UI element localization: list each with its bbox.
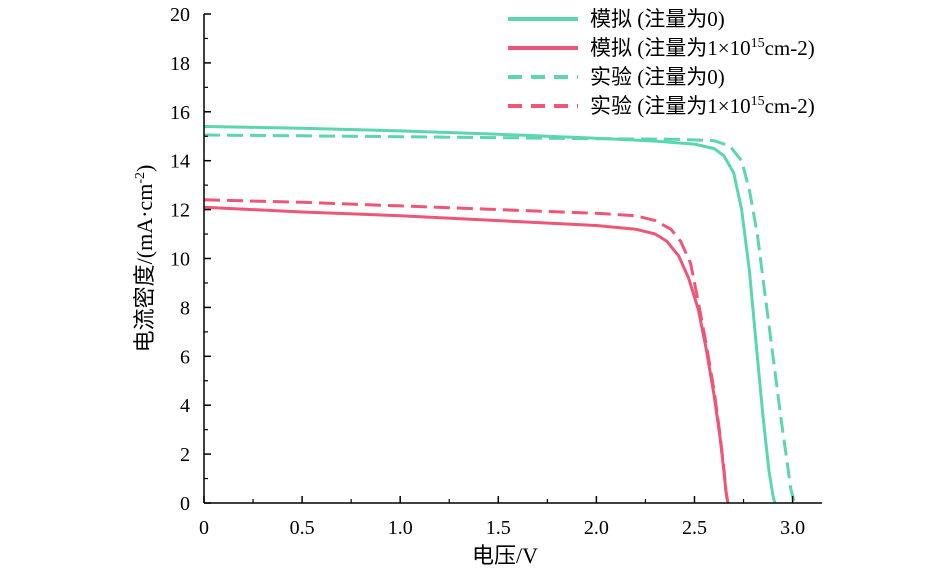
legend-label-text: 模拟 (注量为0) <box>590 7 725 31</box>
y-tick-label: 0 <box>180 493 190 515</box>
x-axis-title: 电压/V <box>472 543 538 568</box>
y-axis-title-sup: -2 <box>133 172 148 184</box>
series-layer <box>203 125 796 504</box>
legend-label-2: 模拟 (注量为1×1015cm-2) <box>590 36 815 60</box>
y-tick-label: 20 <box>170 4 190 26</box>
series-line-2 <box>203 205 730 504</box>
x-ticks: 0 0.5 1.0 1.5 2.0 2.5 3.0 <box>199 496 805 539</box>
y-ticks: 0 2 4 6 8 10 12 14 16 18 20 <box>170 4 211 515</box>
y-tick-label: 8 <box>180 297 190 319</box>
legend-label-unit: cm-2) <box>765 36 815 60</box>
y-axis-title-main: 电流密度/(mA·cm <box>132 184 157 353</box>
y-axis-title: 电流密度/(mA·cm-2) <box>132 165 157 353</box>
axes <box>203 14 822 504</box>
legend-label-3: 实验 (注量为0) <box>590 65 725 89</box>
x-tick-label: 2.0 <box>584 517 609 539</box>
x-tick-label: 2.5 <box>682 517 707 539</box>
x-tick-label: 0.5 <box>290 517 315 539</box>
x-tick-label: 1.0 <box>388 517 413 539</box>
legend-label-unit: cm-2) <box>765 94 815 118</box>
y-tick-label: 4 <box>180 395 190 417</box>
x-tick-label: 3.0 <box>780 517 805 539</box>
legend-label-text: 模拟 (注量为1×10 <box>590 36 751 60</box>
y-tick-label: 12 <box>170 200 190 222</box>
y-tick-label: 14 <box>170 151 190 173</box>
x-tick-label: 0 <box>199 517 209 539</box>
legend-label-text: 实验 (注量为1×10 <box>590 94 751 118</box>
y-tick-label: 18 <box>170 53 190 75</box>
legend-label-sup: 15 <box>751 94 765 109</box>
y-tick-label: 16 <box>170 102 190 124</box>
legend-label-sup: 15 <box>751 36 765 51</box>
y-axis-title-tail: ) <box>132 165 157 172</box>
y-tick-label: 2 <box>180 444 190 466</box>
series-line-4 <box>203 198 730 504</box>
legend-label-text: 实验 (注量为0) <box>590 65 725 89</box>
legend: 模拟 (注量为0)模拟 (注量为1×1015cm-2)实验 (注量为0)实验 (… <box>508 7 815 118</box>
legend-label-1: 模拟 (注量为0) <box>590 7 725 31</box>
x-tick-label: 1.5 <box>486 517 511 539</box>
legend-label-4: 实验 (注量为1×1015cm-2) <box>590 94 815 118</box>
series-line-3 <box>203 133 796 504</box>
y-tick-label: 10 <box>170 249 190 271</box>
y-tick-label: 6 <box>180 346 190 368</box>
series-line-1 <box>203 125 777 504</box>
